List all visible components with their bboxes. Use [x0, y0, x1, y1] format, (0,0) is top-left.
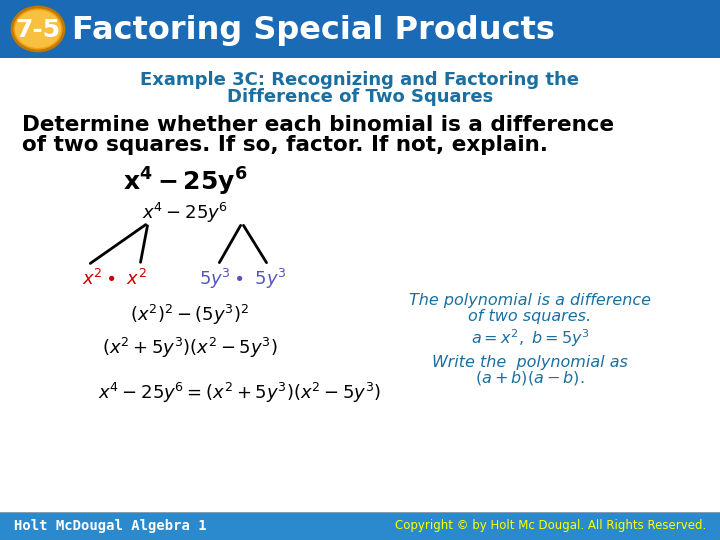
- Ellipse shape: [15, 10, 61, 48]
- Text: $x^4 - 25y^6 = (x^2 + 5y^3)(x^2 - 5y^3)$: $x^4 - 25y^6 = (x^2 + 5y^3)(x^2 - 5y^3)$: [99, 381, 382, 405]
- Text: of two squares. If so, factor. If not, explain.: of two squares. If so, factor. If not, e…: [22, 135, 548, 155]
- Text: $(a + b)(a - b).$: $(a + b)(a - b).$: [475, 369, 585, 387]
- Text: $5y^3\bullet\ 5y^3$: $5y^3\bullet\ 5y^3$: [199, 267, 287, 291]
- Text: $a = x^2,\ b = 5y^3$: $a = x^2,\ b = 5y^3$: [471, 327, 590, 349]
- Text: Determine whether each binomial is a difference: Determine whether each binomial is a dif…: [22, 115, 614, 135]
- Text: Factoring Special Products: Factoring Special Products: [72, 15, 555, 45]
- FancyBboxPatch shape: [0, 0, 720, 58]
- Text: Example 3C: Recognizing and Factoring the: Example 3C: Recognizing and Factoring th…: [140, 71, 580, 89]
- Ellipse shape: [12, 7, 64, 51]
- Text: Holt McDougal Algebra 1: Holt McDougal Algebra 1: [14, 519, 207, 533]
- FancyBboxPatch shape: [0, 58, 720, 512]
- Text: $x^2 \bullet\ x^2$: $x^2 \bullet\ x^2$: [81, 269, 146, 289]
- Text: $\mathbf{x^4 - 25y^6}$: $\mathbf{x^4 - 25y^6}$: [122, 166, 247, 198]
- Text: $(x^2 + 5y^3)(x^2 - 5y^3)$: $(x^2 + 5y^3)(x^2 - 5y^3)$: [102, 336, 278, 360]
- Text: $(x^2)^2 - (5y^3)^2$: $(x^2)^2 - (5y^3)^2$: [130, 303, 250, 327]
- Text: 7-5: 7-5: [15, 18, 60, 42]
- FancyBboxPatch shape: [0, 512, 720, 540]
- Text: of two squares.: of two squares.: [469, 308, 592, 323]
- Text: The polynomial is a difference: The polynomial is a difference: [409, 293, 651, 307]
- Text: $x^4 - 25y^6$: $x^4 - 25y^6$: [142, 201, 228, 225]
- Text: Copyright © by Holt Mc Dougal. All Rights Reserved.: Copyright © by Holt Mc Dougal. All Right…: [395, 519, 706, 532]
- Text: Write the  polynomial as: Write the polynomial as: [432, 354, 628, 369]
- Text: Difference of Two Squares: Difference of Two Squares: [227, 88, 493, 106]
